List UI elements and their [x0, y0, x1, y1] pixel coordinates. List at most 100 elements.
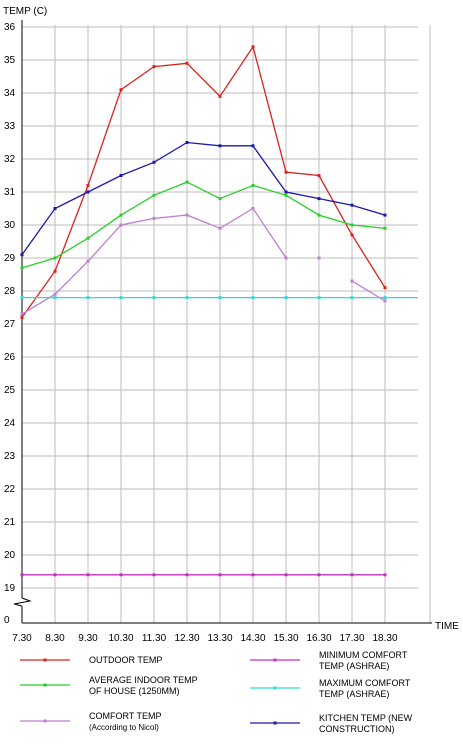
data-point [20, 573, 24, 577]
legend-swatch-marker [43, 683, 47, 687]
y-tick-label: 19 [4, 583, 16, 594]
data-point [317, 573, 321, 577]
x-tick-label: 18.30 [372, 633, 397, 644]
x-tick-label: 11.30 [142, 633, 167, 644]
data-point [185, 573, 189, 577]
legend-swatch-marker [273, 721, 277, 725]
data-point [251, 45, 255, 49]
data-point [185, 141, 189, 144]
x-tick-label: 7.30 [12, 633, 32, 644]
series-line [21, 45, 386, 318]
data-point [119, 174, 123, 177]
y-tick-label: 25 [4, 385, 16, 396]
legend-swatch-marker [273, 658, 277, 662]
series-6 [20, 141, 387, 257]
data-point [251, 296, 255, 300]
y-tick-label: 23 [4, 451, 16, 462]
data-point [185, 61, 189, 65]
series-5 [20, 296, 418, 300]
series-line [21, 141, 386, 256]
grid [22, 25, 431, 623]
data-point [350, 296, 354, 300]
series-2 [20, 180, 387, 270]
data-point [53, 573, 57, 577]
data-point [20, 253, 24, 257]
data-point [218, 94, 222, 98]
data-point [284, 193, 288, 197]
x-tick-label: 13.30 [207, 633, 232, 644]
series-line [21, 181, 386, 269]
series-group [20, 45, 418, 577]
legend-label: MAXIMUM COMFORT [319, 678, 411, 688]
data-point [317, 213, 321, 217]
data-point [53, 269, 57, 273]
data-point [350, 223, 354, 227]
legend-label: TEMP (ASHRAE) [319, 661, 389, 671]
y-tick-label: 32 [4, 154, 16, 165]
y-tick-label: 21 [4, 517, 16, 528]
data-point [284, 573, 288, 577]
y-axis-title: TEMP (C) [3, 6, 47, 17]
data-point [218, 296, 222, 300]
data-point [284, 170, 288, 174]
legend-entry-1: OUTDOOR TEMP [20, 655, 162, 665]
data-point [284, 256, 288, 260]
data-point [350, 279, 354, 283]
data-point [86, 190, 90, 194]
data-point [383, 299, 387, 303]
legend-swatch-marker [43, 658, 47, 662]
x-tick-label: 8.30 [45, 633, 65, 644]
data-point [53, 292, 57, 296]
data-point [20, 315, 24, 319]
data-point [119, 88, 123, 92]
series-3 [20, 207, 387, 316]
data-point [218, 144, 222, 148]
data-point [251, 207, 255, 210]
data-point [251, 573, 255, 577]
y-tick-label: 20 [4, 550, 16, 561]
data-point [152, 573, 156, 577]
data-point [383, 226, 387, 230]
data-point [317, 296, 321, 300]
data-point [53, 296, 57, 300]
data-point [284, 190, 288, 194]
data-point [86, 236, 90, 240]
data-point [152, 296, 156, 300]
data-point [317, 174, 321, 177]
x-tick-labels: 7.30 8.30 9.30 10.30 11.30 12.30 13.30 14.30 15.… [12, 633, 398, 644]
legend-label: TEMP (ASHRAE) [319, 689, 389, 699]
y-tick-label: 22 [4, 484, 16, 495]
data-point [218, 226, 222, 230]
x-axis-title: TIME [435, 621, 459, 632]
data-point [86, 296, 90, 300]
data-point [218, 197, 222, 201]
data-point [152, 65, 156, 69]
data-point [152, 216, 156, 220]
data-point [86, 183, 90, 187]
data-point [251, 144, 255, 148]
data-point [152, 160, 156, 164]
data-point [185, 213, 189, 217]
data-point [86, 259, 90, 263]
data-point [350, 573, 354, 577]
y-tick-label: 26 [4, 352, 16, 363]
data-point [53, 207, 57, 210]
data-point [383, 286, 387, 290]
legend-label: (According to Nicol) [89, 723, 159, 732]
y-tick-label: 36 [4, 22, 16, 33]
y-tick-label: 24 [4, 418, 16, 429]
y-tick-label: 31 [4, 187, 16, 198]
y-tick-label: 29 [4, 253, 16, 264]
y-tick-label: 35 [4, 55, 16, 66]
x-tick-label: 14.30 [240, 633, 265, 644]
legend-label: AVERAGE INDOOR TEMP [89, 675, 198, 685]
data-point [185, 180, 189, 184]
data-point [53, 256, 57, 260]
legend-label: OUTDOOR TEMP [89, 655, 162, 665]
legend-label: MINIMUM COMFORT [319, 650, 408, 660]
